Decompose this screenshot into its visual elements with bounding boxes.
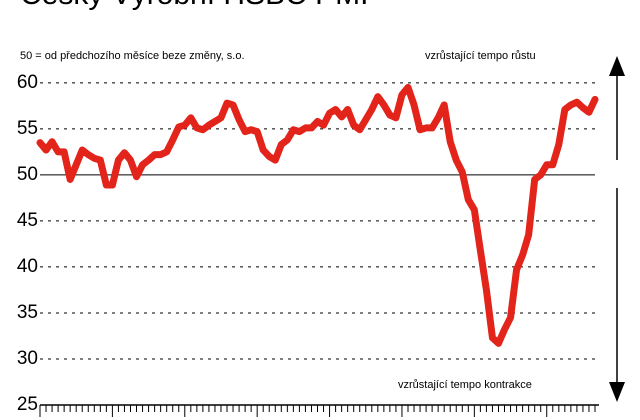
upper-label: vzrůstající tempo růstu bbox=[425, 50, 536, 62]
chart-title: Český Výrobní HSBC PMI bbox=[20, 0, 368, 11]
y-tick-label: 25 bbox=[17, 394, 38, 415]
y-tick-label: 30 bbox=[17, 348, 38, 369]
y-tick-label: 40 bbox=[17, 256, 38, 277]
data-line bbox=[36, 83, 599, 347]
y-tick-label: 60 bbox=[17, 72, 38, 93]
arrows bbox=[609, 56, 625, 402]
note: 50 = od předchozího měsíce beze změny, s… bbox=[20, 50, 245, 62]
y-tick-label: 45 bbox=[17, 210, 38, 231]
lower-label: vzrůstající tempo kontrakce bbox=[398, 379, 532, 391]
y-tick-label: 35 bbox=[17, 302, 38, 323]
y-tick-label: 50 bbox=[17, 164, 38, 185]
y-tick-label: 55 bbox=[17, 118, 38, 139]
